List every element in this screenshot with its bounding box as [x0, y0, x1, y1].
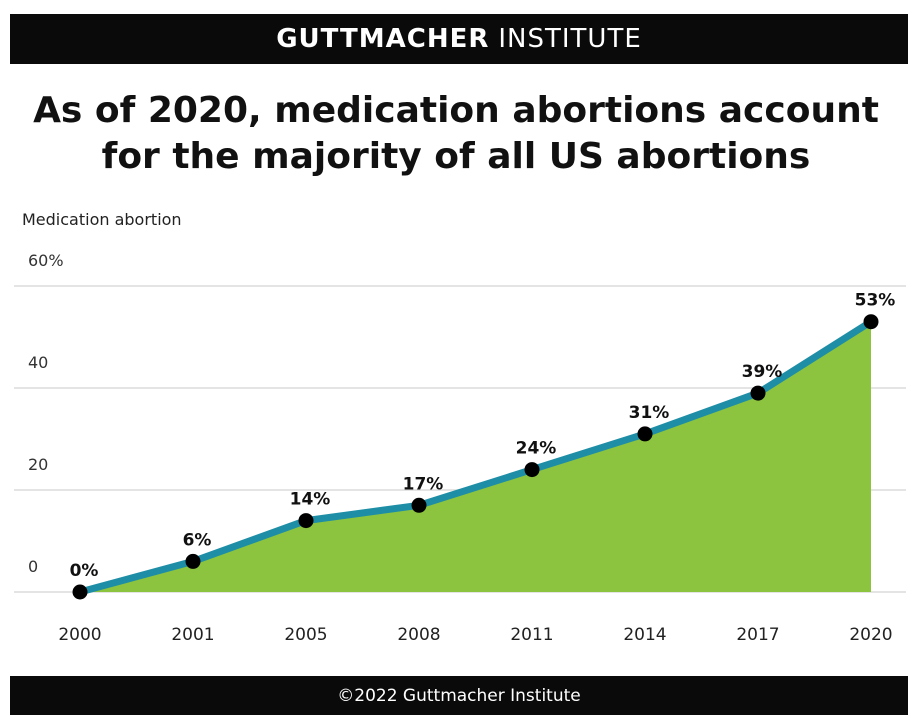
org-name-bold: GUTTMACHER [276, 24, 490, 54]
x-tick-label-2017: 2017 [736, 625, 779, 645]
org-name-light: INSTITUTE [498, 24, 642, 54]
data-label-2001: 6% [183, 530, 212, 550]
x-tick-label-2005: 2005 [284, 625, 327, 645]
data-label-2005: 14% [290, 490, 331, 510]
x-tick-label-2008: 2008 [397, 625, 440, 645]
data-point-2005 [298, 513, 314, 529]
x-tick-label-2020: 2020 [849, 625, 892, 645]
chart-title-line-1: As of 2020, medication abortions account [33, 90, 879, 131]
y-tick-label: 60% [28, 251, 64, 270]
series-line [76, 318, 875, 596]
data-point-2014 [637, 426, 653, 442]
data-point-2011 [524, 462, 540, 478]
data-point-2020 [863, 314, 879, 330]
data-point-2008 [411, 497, 427, 513]
copyright-text: ©2022 Guttmacher Institute [337, 685, 581, 706]
data-point-2001 [185, 553, 201, 569]
data-label-2011: 24% [516, 439, 557, 459]
x-tick-label-2014: 2014 [623, 625, 666, 645]
chart-title-line-2: for the majority of all US abortions [101, 136, 811, 177]
y-tick-label: 20 [28, 455, 48, 474]
chart-title: As of 2020, medication abortions account… [0, 88, 912, 180]
data-label-2014: 31% [629, 403, 670, 423]
x-tick-label-2001: 2001 [171, 625, 214, 645]
footer-bar: ©2022 Guttmacher Institute [10, 676, 908, 715]
x-tick-label-2011: 2011 [510, 625, 553, 645]
area-fill [80, 321, 871, 592]
y-axis-title: Medication abortion [22, 210, 182, 229]
data-label-2008: 17% [403, 474, 444, 494]
data-point-2017 [750, 385, 766, 401]
data-label-2000: 0% [70, 561, 99, 581]
area-layer [76, 318, 875, 596]
x-tick-label-2000: 2000 [58, 625, 101, 645]
labels: Medication abortion 0 20 40 60% 0% 2000 6% 2001 1… [22, 210, 895, 645]
data-points [72, 314, 879, 600]
data-point-2000 [72, 584, 88, 600]
y-tick-label: 40 [28, 353, 48, 372]
data-label-2017: 39% [742, 362, 783, 382]
y-tick-label: 0 [28, 557, 38, 576]
header-bar: GUTTMACHER INSTITUTE [10, 14, 908, 64]
data-label-2020: 53% [855, 291, 896, 311]
